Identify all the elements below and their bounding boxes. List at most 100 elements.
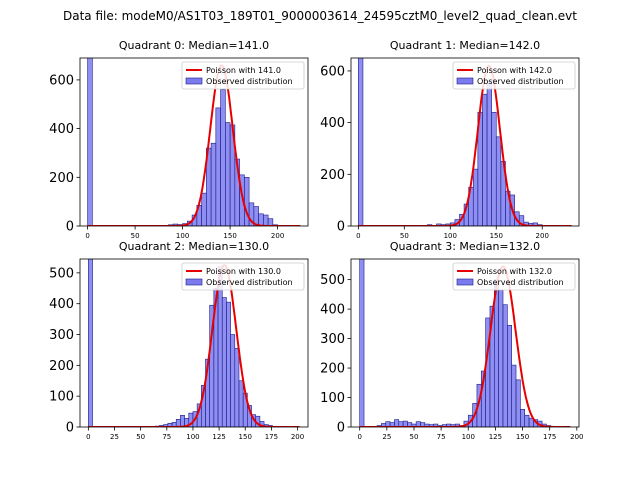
histogram-bar <box>234 348 240 427</box>
legend-box <box>452 262 576 291</box>
histogram-bar <box>498 289 504 427</box>
x-tick-label: 100 <box>444 232 457 240</box>
x-tick-label: 0 <box>357 433 361 441</box>
y-tick-label: 0 <box>337 220 345 235</box>
x-tick-label: 0 <box>356 232 360 240</box>
y-tick-label: 300 <box>49 328 74 343</box>
plot-area <box>87 58 301 226</box>
histogram-bar <box>511 364 517 427</box>
legend-box <box>181 61 305 90</box>
histogram-bar <box>201 192 207 226</box>
legend-poisson-label: Poisson with 132.0 <box>477 267 552 276</box>
figure-suptitle: Data file: modeM0/AS1T03_189T01_90000036… <box>63 9 577 23</box>
panel-title: Quadrant 3: Median=132.0 <box>390 240 540 253</box>
panel-title: Quadrant 2: Median=130.0 <box>119 240 269 253</box>
histogram-bar <box>482 93 488 226</box>
y-tick-label: 600 <box>49 73 74 88</box>
histogram-bar <box>495 136 502 226</box>
quadrant-panel-3: Quadrant 3: Median=132.00100200300400500… <box>320 240 583 441</box>
y-tick-label: 400 <box>320 303 345 318</box>
y-tick-label: 200 <box>49 359 74 374</box>
poisson-curve <box>358 64 572 226</box>
histogram-bar <box>267 218 274 226</box>
legend-box <box>452 61 576 90</box>
x-tick-label: 50 <box>131 232 140 240</box>
x-tick-label: 50 <box>410 433 419 441</box>
axes-frame <box>79 258 309 428</box>
histogram-bar <box>238 380 244 427</box>
legend: Poisson with 142.0 Observed distribution <box>452 61 576 90</box>
panel-title: Quadrant 0: Median=141.0 <box>119 39 269 52</box>
legend-observed-swatch <box>456 77 474 85</box>
histogram-bar <box>394 419 400 427</box>
x-tick-label: 125 <box>212 433 225 441</box>
histogram-bar <box>472 168 479 226</box>
axes-frame <box>350 258 580 428</box>
x-tick-label: 100 <box>186 433 199 441</box>
x-tick-label: 0 <box>85 232 89 240</box>
axes-frame <box>79 57 309 227</box>
x-tick-label: 25 <box>382 433 391 441</box>
x-tick-label: 50 <box>400 232 409 240</box>
x-tick-label: 150 <box>490 232 503 240</box>
y-tick-label: 200 <box>320 168 345 183</box>
poisson-curve <box>359 265 571 427</box>
y-tick-label: 300 <box>320 332 345 347</box>
legend-poisson-label: Poisson with 142.0 <box>477 66 552 75</box>
legend: Poisson with 130.0 Observed distribution <box>181 262 305 291</box>
panel-title: Quadrant 1: Median=142.0 <box>390 39 540 52</box>
legend-observed-swatch <box>185 77 203 85</box>
y-tick-label: 500 <box>320 273 345 288</box>
x-tick-label: 200 <box>570 433 583 441</box>
legend-observed-label: Observed distribution <box>477 278 564 287</box>
legend: Poisson with 141.0 Observed distribution <box>181 61 305 90</box>
histogram-bar <box>258 213 264 226</box>
legend-poisson-label: Poisson with 141.0 <box>206 66 281 75</box>
histogram-bar <box>220 89 226 226</box>
x-tick-label: 100 <box>462 433 475 441</box>
histogram-bar <box>215 107 221 226</box>
histogram-bar <box>230 334 236 427</box>
histogram-bar <box>180 414 185 427</box>
histogram-bar <box>87 58 93 226</box>
x-tick-label: 25 <box>110 433 119 441</box>
x-tick-label: 200 <box>271 232 284 240</box>
histogram-bar <box>210 142 217 226</box>
histogram-bar <box>518 215 525 226</box>
histogram-bar <box>175 418 181 427</box>
x-tick-label: 150 <box>239 433 252 441</box>
histogram-bar <box>502 304 508 427</box>
x-tick-label: 75 <box>437 433 446 441</box>
x-tick-label: 200 <box>291 433 304 441</box>
y-tick-label: 0 <box>66 220 74 235</box>
histogram-bar <box>524 414 530 427</box>
histogram-bar <box>491 111 497 226</box>
x-tick-label: 75 <box>162 433 171 441</box>
y-tick-label: 0 <box>337 421 345 436</box>
histogram-bar <box>515 379 521 427</box>
legend-observed-label: Observed distribution <box>206 278 293 287</box>
histogram-bar <box>520 409 526 427</box>
histogram-bar <box>88 259 93 427</box>
histogram-bar <box>244 177 250 226</box>
y-tick-label: 100 <box>320 391 345 406</box>
x-tick-label: 200 <box>536 232 549 240</box>
plot-area <box>359 259 571 427</box>
x-tick-label: 50 <box>136 433 145 441</box>
legend: Poisson with 132.0 Observed distribution <box>452 262 576 291</box>
x-tick-label: 150 <box>516 433 529 441</box>
y-tick-label: 0 <box>66 421 74 436</box>
quadrant-panel-2: Quadrant 2: Median=130.00100200300400500… <box>49 240 309 441</box>
y-tick-label: 200 <box>320 362 345 377</box>
histogram-bar <box>359 259 365 427</box>
legend-poisson-label: Poisson with 130.0 <box>206 267 281 276</box>
legend-observed-label: Observed distribution <box>477 77 564 86</box>
histogram-bar <box>507 325 512 427</box>
y-tick-label: 400 <box>49 122 74 137</box>
histogram-bar <box>225 122 231 226</box>
histogram-bar <box>486 80 492 226</box>
y-tick-label: 400 <box>320 116 345 131</box>
legend-observed-swatch <box>185 278 203 286</box>
histogram-bar <box>358 58 364 226</box>
